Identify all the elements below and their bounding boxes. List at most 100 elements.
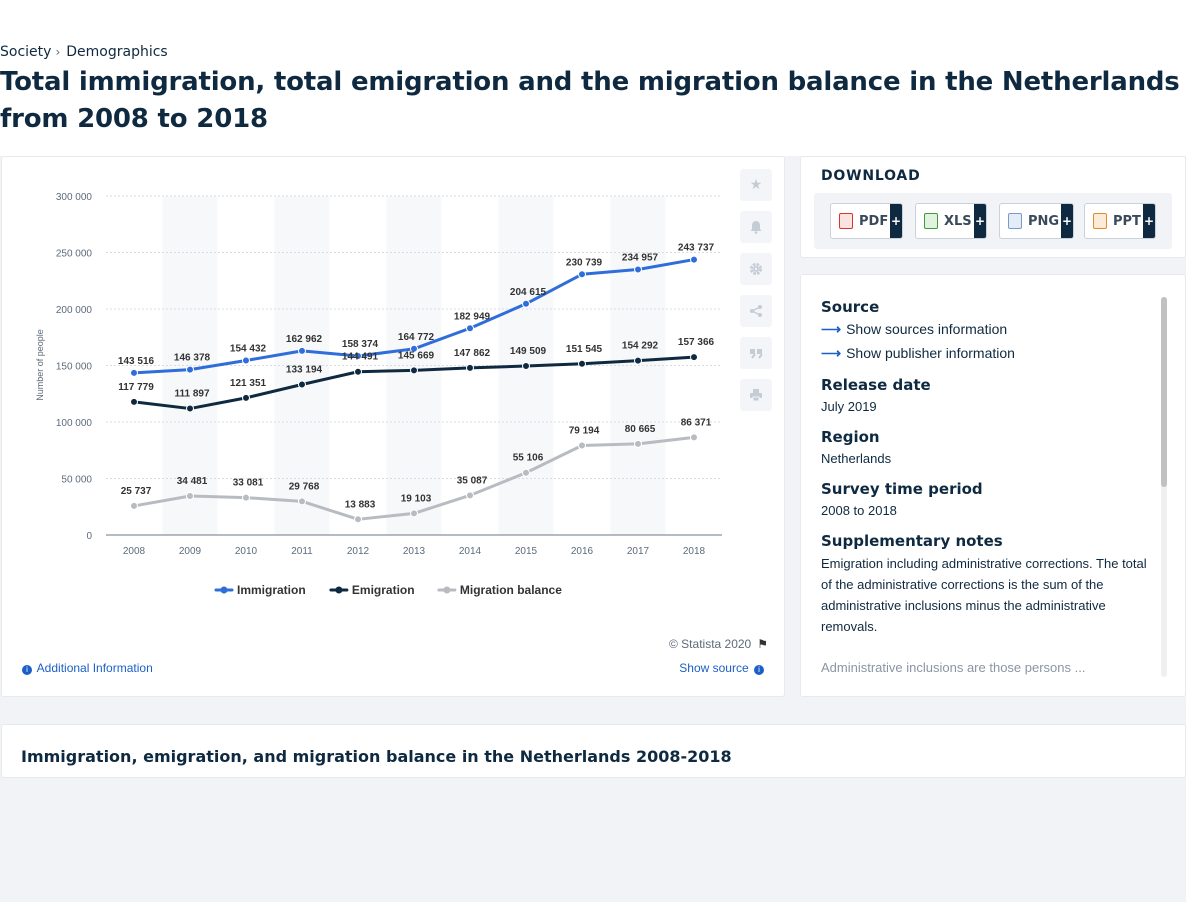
supplementary-notes-text: Emigration including administrative corr… xyxy=(821,556,1147,634)
data-point xyxy=(410,344,418,353)
page-title: Total immigration, total emigration and … xyxy=(0,67,1180,134)
data-point xyxy=(466,363,474,372)
data-point xyxy=(466,491,474,500)
details-body: Source ⟶ Show sources information ⟶ Show p… xyxy=(821,297,1153,678)
arrow-right-icon: ⟶ xyxy=(821,345,842,361)
data-label: 117 779 xyxy=(118,382,154,393)
data-label: 144 491 xyxy=(342,352,379,363)
x-tick-label: 2013 xyxy=(403,546,426,557)
data-label: 162 962 xyxy=(286,334,323,345)
flag-icon[interactable]: ⚑ xyxy=(757,637,768,651)
data-label: 147 862 xyxy=(454,348,491,359)
data-label: 86 371 xyxy=(681,417,712,428)
data-label: 164 772 xyxy=(398,332,435,343)
data-label: 182 949 xyxy=(454,311,491,322)
data-point xyxy=(354,367,362,376)
data-point xyxy=(130,501,138,510)
ppt-file-icon xyxy=(1093,213,1107,229)
x-tick-label: 2012 xyxy=(347,546,370,557)
description-title: Immigration, emigration, and migration b… xyxy=(21,747,732,766)
xls-file-icon xyxy=(924,213,938,229)
data-point xyxy=(242,356,250,365)
breadcrumb-society[interactable]: Society xyxy=(0,44,52,60)
y-tick-label: 0 xyxy=(86,531,92,542)
scrollbar-thumb[interactable] xyxy=(1161,297,1167,487)
download-pdf-button[interactable]: PDF + xyxy=(830,203,903,239)
data-point xyxy=(130,368,138,377)
data-point xyxy=(130,397,138,406)
data-point xyxy=(522,468,530,477)
data-label: 13 883 xyxy=(345,499,376,510)
data-point xyxy=(578,270,586,279)
x-tick-label: 2017 xyxy=(627,546,650,557)
download-xls-button[interactable]: XLS + xyxy=(915,203,987,239)
y-tick-label: 200 000 xyxy=(56,305,93,316)
data-label: 143 516 xyxy=(118,356,155,367)
top-navigation-bar xyxy=(0,0,1186,36)
chart-card: 0 50 000 100 000 150 000 200 000 250 000 300 0… xyxy=(1,156,785,697)
data-point xyxy=(690,255,698,264)
survey-period-value: 2008 to 2018 xyxy=(821,503,897,518)
chart-toolbar: ★ xyxy=(740,169,774,421)
data-point xyxy=(522,299,530,308)
download-ppt-label: PPT xyxy=(1113,213,1141,229)
data-label: 154 292 xyxy=(622,341,659,352)
bell-icon[interactable] xyxy=(740,211,772,243)
show-publisher-link[interactable]: ⟶ Show publisher information xyxy=(821,341,1153,365)
star-icon[interactable]: ★ xyxy=(740,169,772,201)
x-tick-label: 2009 xyxy=(179,546,202,557)
additional-information-link[interactable]: i Additional Information xyxy=(20,661,153,675)
data-label: 80 665 xyxy=(625,424,656,435)
show-source-link[interactable]: Show source i xyxy=(679,661,766,675)
details-scrollbar[interactable] xyxy=(1161,297,1167,677)
share-icon[interactable] xyxy=(740,295,772,327)
download-ppt-button[interactable]: PPT + xyxy=(1084,203,1156,239)
show-source-label: Show source xyxy=(679,661,749,675)
data-label: 133 194 xyxy=(286,364,323,375)
line-chart: 0 50 000 100 000 150 000 200 000 250 000 300 0… xyxy=(35,192,722,597)
data-point xyxy=(410,366,418,375)
breadcrumb-demographics[interactable]: Demographics xyxy=(66,44,168,60)
data-point xyxy=(186,404,194,413)
region-heading: Region xyxy=(821,428,880,446)
x-tick-label: 2008 xyxy=(123,546,146,557)
data-point xyxy=(634,356,642,365)
legend-marker-point xyxy=(220,586,228,594)
y-tick-label: 250 000 xyxy=(56,249,93,260)
print-icon[interactable] xyxy=(740,379,772,411)
download-pdf-label: PDF xyxy=(859,213,889,229)
data-point xyxy=(242,493,250,502)
show-sources-link[interactable]: ⟶ Show sources information xyxy=(821,317,1153,341)
data-point xyxy=(634,265,642,274)
copyright: © Statista 2020 ⚑ xyxy=(669,637,768,651)
quote-icon[interactable] xyxy=(740,337,772,369)
x-tick-label: 2011 xyxy=(291,546,313,557)
data-label: 151 545 xyxy=(566,344,603,355)
data-point xyxy=(410,509,418,518)
data-label: 34 481 xyxy=(177,476,208,487)
data-label: 29 768 xyxy=(289,481,320,492)
data-label: 230 739 xyxy=(566,257,603,268)
show-sources-label: Show sources information xyxy=(846,321,1008,337)
download-png-button[interactable]: PNG + xyxy=(999,203,1074,239)
plus-icon: + xyxy=(974,204,986,238)
data-point xyxy=(186,365,194,374)
source-heading: Source xyxy=(821,298,880,316)
data-point xyxy=(466,324,474,333)
png-file-icon xyxy=(1008,213,1022,229)
data-label: 19 103 xyxy=(401,493,432,504)
data-point xyxy=(578,359,586,368)
gear-icon[interactable] xyxy=(740,253,772,285)
data-label: 157 366 xyxy=(678,337,715,348)
x-tick-label: 2016 xyxy=(571,546,594,557)
data-point xyxy=(690,353,698,362)
data-point xyxy=(354,515,362,524)
info-icon: i xyxy=(754,665,764,675)
data-point xyxy=(690,433,698,442)
release-date-heading: Release date xyxy=(821,376,931,394)
data-point xyxy=(578,441,586,450)
download-title: DOWNLOAD xyxy=(821,168,921,184)
data-label: 35 087 xyxy=(457,475,488,486)
plus-icon: + xyxy=(890,204,902,238)
data-point xyxy=(186,492,194,501)
